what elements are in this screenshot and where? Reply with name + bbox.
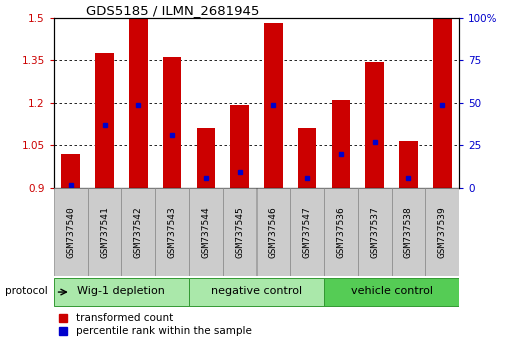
Text: vehicle control: vehicle control — [350, 286, 432, 296]
Bar — [290, 188, 324, 276]
Bar — [358, 188, 391, 276]
Bar — [230, 105, 249, 188]
Text: protocol: protocol — [5, 286, 48, 296]
Bar — [189, 188, 223, 276]
Bar — [129, 18, 148, 188]
Text: Wig-1 depletion: Wig-1 depletion — [77, 286, 165, 296]
Bar — [298, 128, 317, 188]
Bar — [223, 188, 256, 276]
Bar — [324, 188, 358, 276]
Bar — [54, 278, 189, 306]
Bar — [88, 188, 122, 276]
Bar — [433, 18, 451, 188]
Bar — [189, 278, 324, 306]
Bar — [425, 188, 459, 276]
Bar — [324, 278, 459, 306]
Bar — [122, 188, 155, 276]
Text: GSM737543: GSM737543 — [168, 206, 176, 258]
Text: GSM737547: GSM737547 — [303, 206, 312, 258]
Text: GSM737545: GSM737545 — [235, 206, 244, 258]
Text: GSM737541: GSM737541 — [100, 206, 109, 258]
Bar — [399, 141, 418, 188]
Legend: transformed count, percentile rank within the sample: transformed count, percentile rank withi… — [59, 313, 251, 336]
Bar — [365, 62, 384, 188]
Bar — [62, 154, 80, 188]
Bar — [391, 188, 425, 276]
Text: negative control: negative control — [211, 286, 302, 296]
Bar — [331, 100, 350, 188]
Text: GSM737536: GSM737536 — [337, 206, 345, 258]
Text: GSM737544: GSM737544 — [201, 206, 210, 258]
Text: GSM737546: GSM737546 — [269, 206, 278, 258]
Text: GSM737542: GSM737542 — [134, 206, 143, 258]
Bar — [95, 53, 114, 188]
Bar — [256, 188, 290, 276]
Bar — [155, 188, 189, 276]
Bar — [196, 128, 215, 188]
Text: GSM737537: GSM737537 — [370, 206, 379, 258]
Text: GDS5185 / ILMN_2681945: GDS5185 / ILMN_2681945 — [86, 4, 260, 17]
Text: GSM737540: GSM737540 — [66, 206, 75, 258]
Text: GSM737538: GSM737538 — [404, 206, 413, 258]
Text: GSM737539: GSM737539 — [438, 206, 447, 258]
Bar — [54, 188, 88, 276]
Bar — [264, 23, 283, 188]
Bar — [163, 57, 182, 188]
